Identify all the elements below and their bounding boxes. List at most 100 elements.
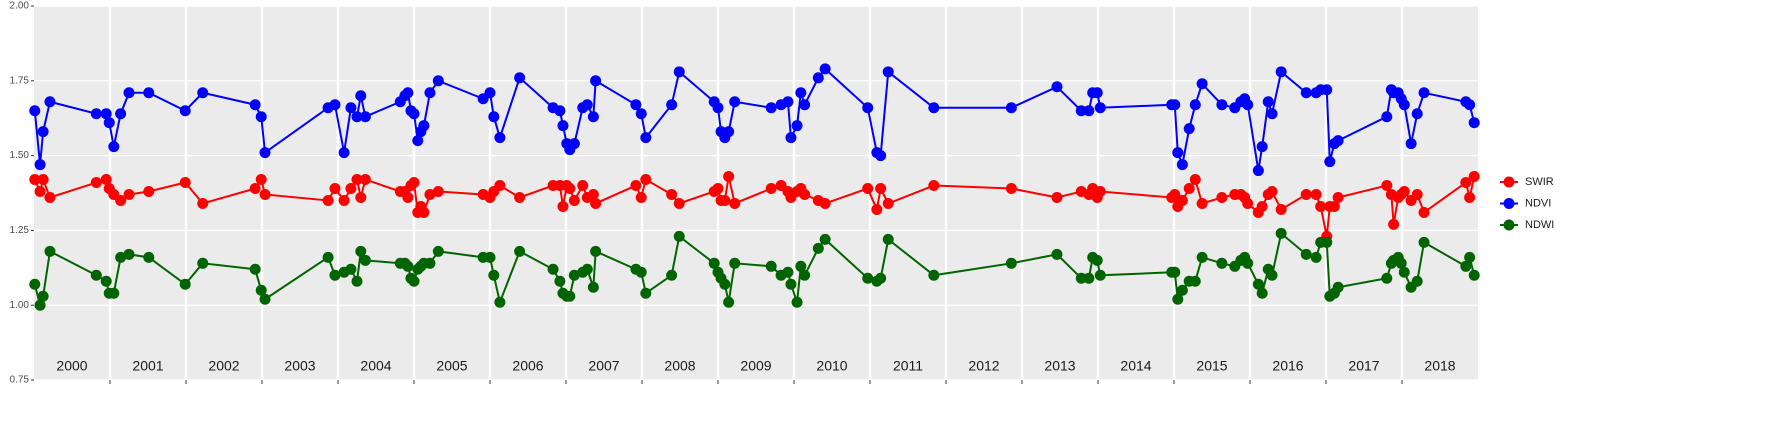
point xyxy=(432,75,444,87)
point xyxy=(359,174,371,186)
point xyxy=(666,269,678,281)
point xyxy=(1216,191,1228,203)
year-label: 2005 xyxy=(436,358,467,374)
point xyxy=(1242,257,1254,269)
point xyxy=(123,87,135,99)
point xyxy=(143,87,155,99)
point xyxy=(928,269,940,281)
point xyxy=(1310,251,1322,263)
point xyxy=(1411,275,1423,287)
point xyxy=(424,188,436,200)
point xyxy=(673,230,685,242)
year-label: 2006 xyxy=(512,358,543,374)
point xyxy=(1411,188,1423,200)
point xyxy=(1275,66,1287,78)
point xyxy=(554,105,566,117)
point xyxy=(1315,200,1327,212)
point xyxy=(1398,266,1410,278)
point xyxy=(1075,272,1087,284)
point xyxy=(115,194,127,206)
point xyxy=(1266,269,1278,281)
year-label: 2003 xyxy=(284,358,315,374)
point xyxy=(1196,197,1208,209)
point xyxy=(1256,200,1268,212)
point xyxy=(1464,251,1476,263)
point xyxy=(581,263,593,275)
point xyxy=(179,278,191,290)
point xyxy=(712,102,724,114)
point xyxy=(875,150,887,162)
point xyxy=(819,197,831,209)
year-label: 2017 xyxy=(1348,358,1379,374)
point xyxy=(568,269,580,281)
point xyxy=(179,105,191,117)
point xyxy=(100,108,112,120)
point xyxy=(259,293,271,305)
point xyxy=(1252,278,1264,290)
point xyxy=(640,174,652,186)
point xyxy=(484,87,496,99)
point xyxy=(249,99,261,111)
point xyxy=(1460,177,1472,189)
year-label: 2016 xyxy=(1272,358,1303,374)
point xyxy=(785,132,797,144)
point xyxy=(1242,197,1254,209)
point xyxy=(197,87,209,99)
point xyxy=(590,245,602,257)
point xyxy=(259,147,271,159)
year-label: 2010 xyxy=(816,358,847,374)
point xyxy=(782,266,794,278)
year-label: 2007 xyxy=(588,358,619,374)
point xyxy=(494,296,506,308)
point xyxy=(1091,254,1103,266)
point xyxy=(29,174,41,186)
point xyxy=(785,278,797,290)
point xyxy=(44,191,56,203)
point xyxy=(255,174,267,186)
point xyxy=(666,188,678,200)
point xyxy=(1395,257,1407,269)
point xyxy=(255,111,267,123)
point xyxy=(640,132,652,144)
point xyxy=(408,177,420,189)
point xyxy=(862,102,874,114)
point xyxy=(44,96,56,108)
point xyxy=(1411,108,1423,120)
point xyxy=(875,272,887,284)
point xyxy=(255,284,267,296)
series xyxy=(29,227,1480,311)
point xyxy=(34,186,46,198)
point xyxy=(351,111,363,123)
point xyxy=(564,290,576,302)
point xyxy=(587,111,599,123)
point xyxy=(782,96,794,108)
point xyxy=(37,174,49,186)
point xyxy=(1216,99,1228,111)
point xyxy=(666,99,678,111)
point xyxy=(1468,269,1480,281)
point xyxy=(424,257,436,269)
point xyxy=(708,257,720,269)
point xyxy=(1189,99,1201,111)
point xyxy=(1275,203,1287,215)
point xyxy=(29,105,41,117)
point xyxy=(115,108,127,120)
point xyxy=(432,245,444,257)
point xyxy=(322,194,334,206)
y-tick-label: 1.25 xyxy=(10,225,30,236)
point xyxy=(1468,171,1480,183)
legend-label: NDVI xyxy=(1525,197,1551,209)
point xyxy=(635,191,647,203)
point xyxy=(819,63,831,75)
point xyxy=(568,194,580,206)
point xyxy=(554,275,566,287)
point xyxy=(90,108,102,120)
point xyxy=(1398,99,1410,111)
point xyxy=(1388,218,1400,230)
point xyxy=(1398,186,1410,198)
point xyxy=(359,111,371,123)
point xyxy=(345,102,357,114)
point xyxy=(799,269,811,281)
point xyxy=(90,269,102,281)
point xyxy=(1464,191,1476,203)
